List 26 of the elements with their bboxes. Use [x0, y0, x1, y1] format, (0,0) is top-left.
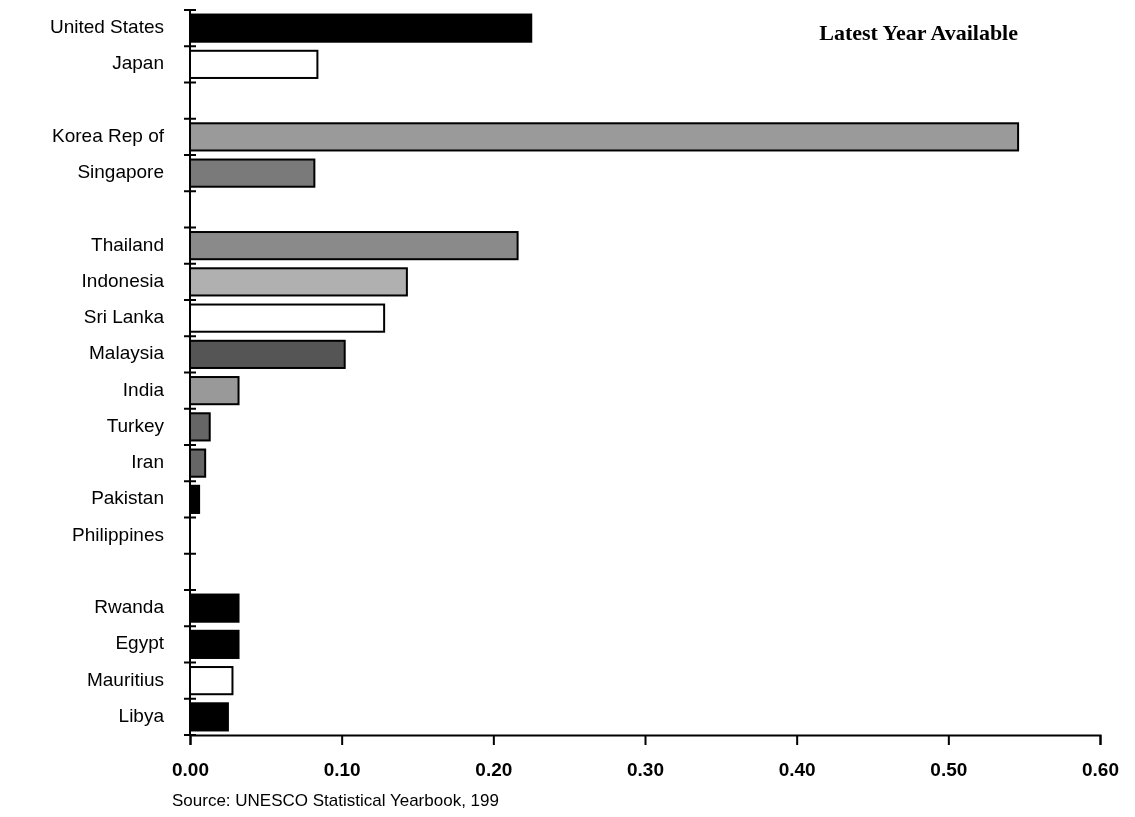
y-tick-label: Indonesia [81, 269, 165, 291]
y-tick-label: Mauritius [86, 668, 164, 690]
y-tick-label: Thailand [91, 233, 164, 255]
y-tick-label: Malaysia [89, 342, 165, 364]
x-tick-label: 0.10 [323, 759, 361, 781]
y-tick-label: Singapore [77, 161, 164, 183]
x-tick-label: 0.40 [778, 759, 816, 781]
x-tick-label: 0.20 [475, 759, 513, 781]
x-tick-label: 0.00 [172, 759, 209, 781]
x-tick-label: 0.60 [1082, 759, 1119, 781]
y-tick-label: Rwanda [94, 596, 165, 618]
y-tick-label: United States [49, 16, 164, 38]
text: Latest Year Available [819, 20, 1019, 45]
y-tick-label: Egypt [115, 632, 165, 654]
y-tick-label: Libya [118, 704, 165, 726]
y-tick-label: Korea Rep of [52, 124, 165, 146]
y-tick-label: Pakistan [91, 487, 164, 509]
y-tick-label: Iran [131, 451, 164, 473]
y-tick-label: India [122, 378, 165, 400]
y-tick-label: Japan [112, 52, 164, 74]
x-tick-label: 0.30 [627, 759, 664, 781]
y-tick-label: Sri Lanka [83, 306, 165, 328]
y-tick-label: Philippines [72, 523, 164, 545]
source-note: Source: UNESCO Statistical Yearbook, 199 [172, 791, 499, 810]
x-tick-label: 0.50 [930, 759, 968, 781]
y-tick-label: Turkey [106, 414, 165, 436]
